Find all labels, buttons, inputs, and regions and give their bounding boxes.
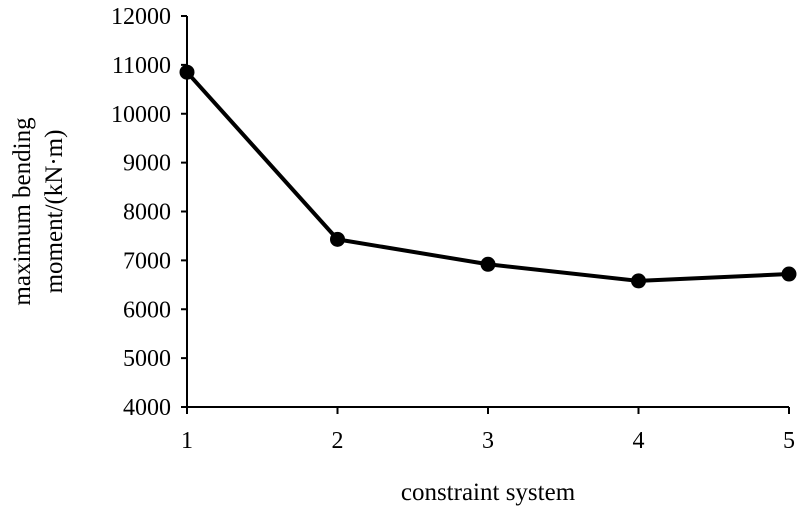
y-tick-label: 5000 — [123, 346, 171, 372]
data-point — [631, 273, 646, 289]
data-point — [330, 231, 345, 247]
series-group — [179, 64, 797, 289]
y-axis-title-line-2: moment/(kN·m) — [41, 130, 68, 294]
data-point — [179, 64, 195, 80]
y-axis-ticks: 4000 5000 6000 7000 8000 9000 10000 11000 12000 — [111, 4, 187, 421]
series-line — [185, 70, 791, 283]
y-tick-label: 10000 — [111, 102, 171, 128]
x-tick-label: 4 — [633, 428, 645, 454]
x-tick-label: 1 — [181, 428, 193, 454]
x-tick-label: 2 — [332, 428, 344, 454]
x-axis-ticks: 1 2 3 4 5 — [181, 407, 795, 454]
y-tick-label: 9000 — [123, 151, 171, 177]
y-tick-label: 7000 — [123, 248, 171, 274]
y-axis-title-line-1: maximum bending — [9, 117, 36, 306]
data-point — [781, 266, 797, 282]
y-tick-label: 8000 — [123, 200, 171, 226]
data-point — [480, 256, 496, 272]
x-tick-label: 5 — [783, 428, 795, 454]
y-tick-label: 11000 — [112, 53, 171, 79]
y-tick-label: 6000 — [123, 297, 171, 323]
x-axis-title: constraint system — [401, 479, 576, 506]
x-tick-label: 3 — [482, 428, 494, 454]
y-tick-label: 12000 — [111, 4, 171, 30]
y-tick-label: 4000 — [123, 395, 171, 421]
